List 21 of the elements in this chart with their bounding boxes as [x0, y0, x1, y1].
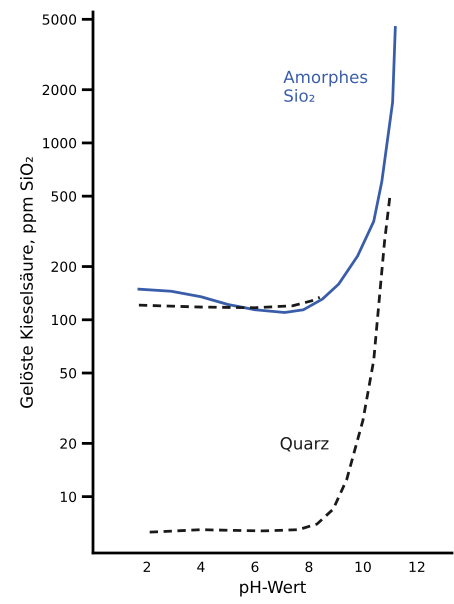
y-tick-label: 20: [60, 438, 76, 449]
x-tick-label: 6: [252, 562, 258, 572]
y-tick-label: 100: [52, 314, 76, 326]
series-label: Amorphes Sio₂: [283, 70, 368, 102]
y-axis-title: Gelöste Kieselsäure, ppm SiO₂: [20, 157, 36, 408]
x-tick-label: 8: [305, 562, 312, 572]
line-series: [137, 26, 397, 314]
y-tick-label: 50: [60, 368, 76, 378]
x-tick-label: 10: [356, 562, 371, 572]
y-tick-label: 500: [52, 191, 76, 202]
line-series: [137, 296, 322, 310]
y-tick-label: 2000: [42, 84, 76, 96]
x-tick-label: 2: [144, 562, 150, 572]
y-tick-label: 5000: [42, 14, 76, 25]
x-tick-label: 12: [410, 562, 424, 572]
x-axis-title: pH-Wert: [240, 580, 306, 596]
y-tick-label: 10: [60, 492, 76, 502]
y-tick-label: 200: [52, 262, 76, 272]
series-label: Quarz: [280, 437, 328, 452]
y-tick-label: 1000: [43, 138, 76, 148]
x-tick-label: 4: [197, 562, 205, 572]
